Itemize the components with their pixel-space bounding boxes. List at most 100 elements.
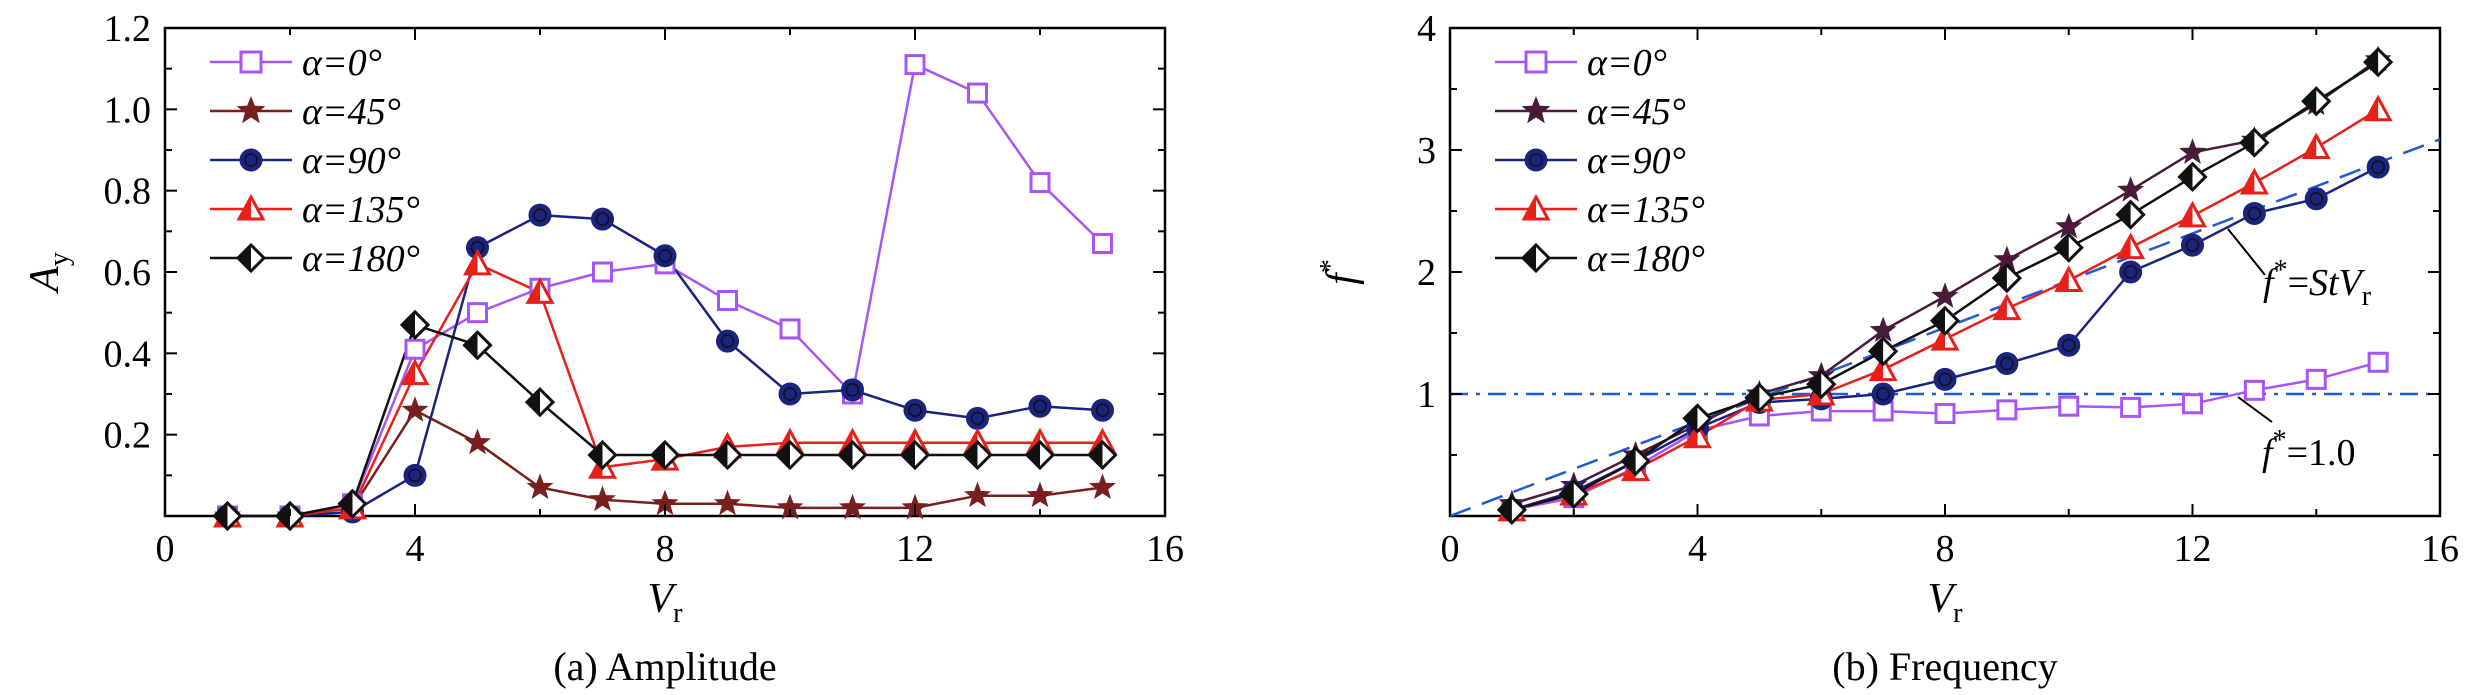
point-b-3-12-half [2242,170,2255,193]
annotation-strouhal: f*=StVr [2227,228,2372,312]
legend-marker-a-3-half [239,197,251,219]
point-a-4-0-half [214,503,228,529]
x-label-sub-b: r [1953,598,1963,629]
point-b-4-13-half [2303,88,2317,115]
point-b-2-10-ring [2123,265,2138,279]
point-a-0-13 [1029,172,1051,194]
point-a-2-12-ring [970,411,985,426]
legend-label-b-3: α=135° [1587,189,1705,231]
legend-marker-a-1 [236,95,266,124]
point-b-4-6-half [1870,338,1884,365]
legend-label-a-0: α=0° [302,42,382,84]
point-a-0-4 [467,302,488,324]
point-a-2-5-ring [533,208,547,222]
point-a-4-4-half [464,332,478,359]
legend-item-b-3: α=135° [1495,189,1705,231]
point-b-4-12-half [2241,129,2255,156]
legend-label-a-4: α=180° [302,238,420,280]
point-a-2-13-ring [1033,399,1047,413]
point-b-0-8 [1996,399,2018,421]
legend-label-a-2: α=90° [302,140,401,182]
point-a-4-12-half [964,442,978,468]
point-b-0-11 [2182,393,2203,415]
point-b-3-14-half [2366,97,2379,120]
ann1-sup: * [2274,255,2288,286]
legend-item-a-2: α=90° [210,140,401,182]
point-a-0-11 [904,54,926,76]
point-b-2-9-ring [2062,338,2076,352]
series-line-a-3 [227,262,1103,518]
legend-marker-a-0 [239,50,263,74]
y-axis-label-a: Ay [22,252,75,295]
y-tick-label-a-2: 0.6 [104,252,152,294]
point-a-4-8-half [714,442,728,468]
x-tick-label-a-3: 12 [896,528,934,570]
x-tick-label-a-2: 8 [656,528,675,570]
point-a-2-8-ring [720,334,735,348]
point-b-2-14-ring [2371,160,2385,174]
annotation-unity: f*=1.0 [2237,396,2356,474]
point-b-0-10 [2120,396,2142,418]
legend-item-b-0: α=0° [1495,42,1667,84]
point-a-2-10-ring [845,383,860,397]
ticks-layer-a: 0 4 8 12 16 0.2 0.4 0.6 0.8 1.0 1.2 [104,8,1185,570]
x-tick-label-b-4: 16 [2421,528,2459,570]
point-b-2-12-ring [2247,206,2262,221]
x-label-main-a: V [648,576,678,622]
legend-marker-b-2-ring [1529,153,1543,167]
point-b-2-13-ring [2309,192,2323,206]
ann2-sup: * [2273,425,2287,456]
legend-item-a-4: α=180° [210,238,420,280]
amplitude-chart: 0 4 8 12 16 0.2 0.4 0.6 0.8 1.0 1.2 Ay Vr (a) Ampl… [22,8,1184,689]
series-layer-b [1496,45,2394,526]
point-a-4-6-half [589,442,603,468]
x-tick-label-a-0: 0 [156,528,175,570]
x-axis-label-a: Vr [648,576,684,629]
point-a-0-6 [592,261,613,283]
legend-marker-b-0 [1524,50,1548,74]
point-a-4-5-half [527,389,540,416]
point-a-1-13 [1026,481,1054,508]
legend-b: α=0° α=45° α=90° α=135° [1490,40,1760,280]
point-b-4-0-half [1498,496,1512,523]
point-a-2-11-ring [908,403,922,418]
point-b-4-5-half [1808,371,1822,398]
point-a-1-8 [714,489,741,516]
point-a-2-14-ring [1095,403,1110,418]
x-tick-label-a-4: 16 [1146,528,1184,570]
point-b-1-6 [1869,316,1897,343]
y-tick-label-a-1: 0.4 [104,333,152,375]
legend-item-a-3: α=135° [210,189,420,231]
point-a-4-11-half [902,442,915,468]
y-tick-label-b-2: 3 [1417,130,1436,172]
legend-marker-b-3-half [1524,197,1536,219]
y-tick-label-a-3: 0.8 [104,171,152,213]
x-tick-label-b-1: 4 [1688,528,1707,570]
y-tick-label-b-3: 4 [1417,8,1436,50]
y-tick-label-b-1: 2 [1417,252,1436,294]
point-a-0-12 [967,82,988,104]
ann1-tail: StV [2309,262,2366,304]
point-a-4-3-half [402,311,415,338]
point-b-3-11-half [2180,203,2193,226]
point-b-1-10 [2117,176,2145,202]
point-a-2-9-ring [783,387,797,401]
x-tick-label-b-3: 12 [2174,528,2212,570]
y-axis-label-b: f* [1315,259,1365,285]
annotation-unity-text: f*=1.0 [2262,425,2356,474]
legend-item-b-2: α=90° [1495,140,1686,182]
point-b-4-9-half [2055,234,2069,261]
point-b-1-9 [2055,212,2083,239]
point-a-3-3-half [403,361,415,384]
point-b-4-14-half [2365,49,2379,76]
legend-item-b-4: α=180° [1495,238,1705,280]
point-b-1-7 [1931,282,1959,308]
y-tick-label-b-0: 1 [1417,374,1436,416]
y-label-sup-b: * [1315,259,1346,273]
legend-marker-b-1 [1521,95,1551,124]
x-tick-label-a-1: 4 [406,528,425,570]
point-b-0-13 [2305,368,2327,390]
point-b-4-1-half [1560,481,1574,508]
